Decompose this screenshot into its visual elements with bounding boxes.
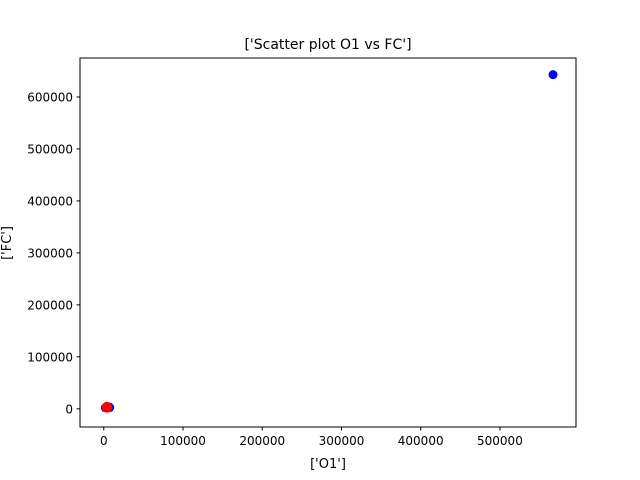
y-tick-label: 600000 (27, 90, 73, 104)
y-axis-label: ['FC'] (0, 226, 15, 260)
y-tick-label: 300000 (27, 246, 73, 260)
scatter-points (100, 70, 558, 413)
y-tick-label: 500000 (27, 142, 73, 156)
x-axis-label: ['O1'] (310, 457, 346, 472)
x-tick-label: 100000 (160, 434, 206, 448)
x-tick-label: 500000 (477, 434, 523, 448)
y-tick-label: 400000 (27, 194, 73, 208)
scatter-point-series-1 (548, 70, 558, 80)
x-tick-label: 400000 (398, 434, 444, 448)
x-tick-label: 200000 (239, 434, 285, 448)
y-axis-ticks: 0 100000 200000 300000 400000 500000 600000 (27, 90, 80, 416)
x-axis-ticks: 0 100000 200000 300000 400000 500000 (100, 427, 523, 448)
x-tick-label: 300000 (319, 434, 365, 448)
x-tick-label: 0 (100, 434, 108, 448)
y-tick-label: 100000 (27, 350, 73, 364)
plot-area-frame (79, 57, 577, 428)
y-tick-label: 200000 (27, 298, 73, 312)
chart-title: ['Scatter plot O1 vs FC'] (244, 37, 411, 53)
y-tick-label: 0 (65, 402, 73, 416)
scatter-point-series-2 (102, 402, 112, 412)
